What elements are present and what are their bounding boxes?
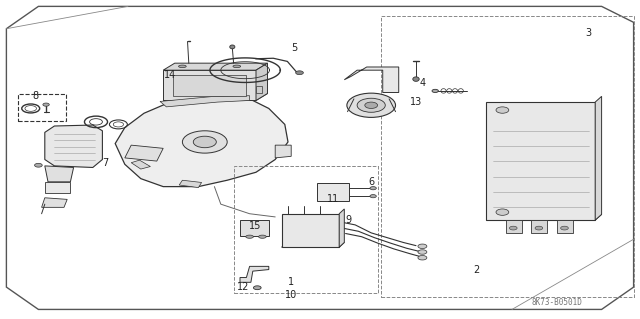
Polygon shape <box>595 96 602 220</box>
Text: 6: 6 <box>368 177 374 187</box>
Ellipse shape <box>35 163 42 167</box>
Ellipse shape <box>370 195 376 198</box>
Polygon shape <box>125 145 163 161</box>
Text: 9: 9 <box>346 215 352 225</box>
Polygon shape <box>256 86 262 93</box>
Polygon shape <box>486 214 602 220</box>
Text: 14: 14 <box>163 70 176 80</box>
Ellipse shape <box>182 131 227 153</box>
Text: 10: 10 <box>285 290 298 300</box>
Polygon shape <box>344 67 399 93</box>
Ellipse shape <box>347 93 396 117</box>
Text: 2: 2 <box>474 264 480 275</box>
Polygon shape <box>275 145 291 158</box>
Polygon shape <box>6 6 634 309</box>
Ellipse shape <box>418 250 427 254</box>
Polygon shape <box>179 180 202 188</box>
Polygon shape <box>240 266 269 282</box>
Polygon shape <box>131 160 150 169</box>
Ellipse shape <box>365 102 378 108</box>
Polygon shape <box>282 214 339 247</box>
Polygon shape <box>486 102 595 220</box>
Ellipse shape <box>296 71 303 75</box>
Text: 1: 1 <box>288 277 294 287</box>
Ellipse shape <box>496 209 509 215</box>
Text: 7: 7 <box>102 158 109 168</box>
Polygon shape <box>339 209 344 247</box>
Bar <box>234 166 378 293</box>
Ellipse shape <box>193 136 216 148</box>
Polygon shape <box>506 220 522 233</box>
Ellipse shape <box>561 226 568 230</box>
Polygon shape <box>45 182 70 193</box>
Ellipse shape <box>413 77 419 81</box>
Polygon shape <box>115 96 288 187</box>
Ellipse shape <box>179 65 186 68</box>
Ellipse shape <box>496 107 509 113</box>
Text: 12: 12 <box>237 282 250 292</box>
Polygon shape <box>45 125 102 167</box>
Text: 8: 8 <box>32 91 38 101</box>
Ellipse shape <box>509 226 517 230</box>
Text: 13: 13 <box>410 97 422 107</box>
Ellipse shape <box>233 65 241 68</box>
Text: 3: 3 <box>586 28 592 39</box>
Ellipse shape <box>418 244 427 249</box>
Polygon shape <box>163 70 256 100</box>
Ellipse shape <box>432 89 438 93</box>
Polygon shape <box>317 183 349 201</box>
Ellipse shape <box>357 98 385 112</box>
Polygon shape <box>163 93 268 100</box>
Polygon shape <box>557 220 573 233</box>
Bar <box>381 16 634 297</box>
Polygon shape <box>42 198 67 207</box>
Text: 15: 15 <box>248 221 261 232</box>
Text: 4: 4 <box>419 78 426 88</box>
Ellipse shape <box>230 45 235 49</box>
Ellipse shape <box>370 187 376 190</box>
Polygon shape <box>160 96 250 107</box>
Polygon shape <box>163 63 268 70</box>
Bar <box>18 94 66 121</box>
Ellipse shape <box>259 235 266 238</box>
Text: 8K73-B0501D: 8K73-B0501D <box>531 298 582 307</box>
Ellipse shape <box>43 103 49 106</box>
Polygon shape <box>282 242 344 247</box>
Polygon shape <box>256 63 268 100</box>
Text: 11: 11 <box>326 194 339 204</box>
Text: 5: 5 <box>291 43 298 53</box>
Polygon shape <box>240 220 269 236</box>
Bar <box>173 75 246 96</box>
Polygon shape <box>531 220 547 233</box>
Ellipse shape <box>418 256 427 260</box>
Ellipse shape <box>253 286 261 290</box>
Ellipse shape <box>246 235 253 238</box>
Polygon shape <box>45 166 74 182</box>
Ellipse shape <box>535 226 543 230</box>
